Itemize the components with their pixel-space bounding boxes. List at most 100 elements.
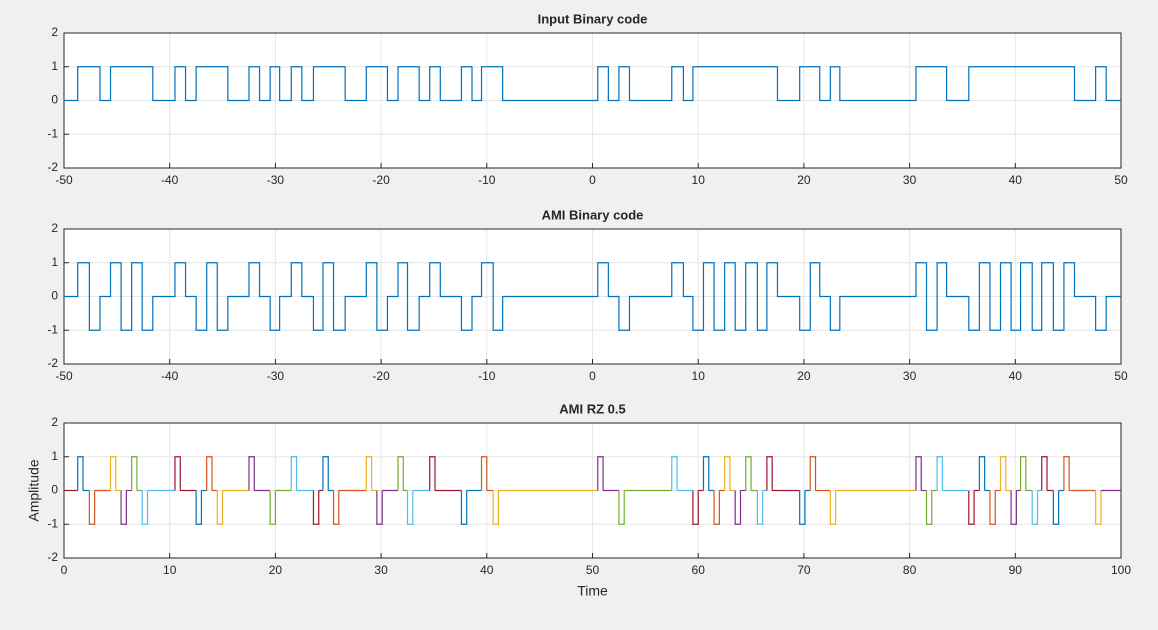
y-tick-label: -2: [47, 160, 58, 174]
pulse: [429, 456, 436, 491]
x-tick-label: 40: [1009, 173, 1023, 187]
y-tick-label: 2: [51, 415, 58, 429]
pulse: [989, 490, 996, 525]
x-tick-label: -10: [478, 369, 496, 383]
pulse: [1010, 490, 1017, 525]
x-tick-label: 60: [692, 563, 706, 577]
pulse: [1019, 456, 1027, 491]
signal-line: [64, 66, 1121, 102]
pulse: [365, 456, 373, 491]
pulse: [968, 490, 975, 525]
pulse: [206, 456, 213, 491]
y-tick-label: 0: [51, 93, 58, 107]
x-tick-label: 100: [1111, 563, 1131, 577]
x-tick-label: 0: [589, 173, 596, 187]
x-tick-label: 20: [269, 563, 283, 577]
pulse: [724, 456, 731, 491]
x-tick-label: -40: [161, 173, 179, 187]
pulse: [1095, 490, 1102, 525]
x-tick-label: 50: [1114, 173, 1128, 187]
subplot-title: AMI RZ 0.5: [559, 401, 625, 416]
pulse: [1052, 490, 1060, 525]
pulse: [799, 490, 806, 525]
pulse: [460, 490, 468, 525]
pulse: [734, 490, 742, 525]
pulse: [88, 490, 96, 525]
pulse: [290, 456, 298, 491]
x-tick-label: 10: [692, 369, 706, 383]
x-tick-label: 20: [797, 173, 811, 187]
pulse: [480, 456, 488, 491]
y-tick-label: 2: [51, 25, 58, 39]
subplot-title: AMI Binary code: [542, 207, 644, 222]
pulse: [745, 456, 752, 491]
pulse: [376, 490, 383, 525]
y-axis-label: Amplitude: [26, 459, 42, 521]
x-tick-label: -50: [55, 173, 73, 187]
pulse: [692, 490, 699, 525]
y-tick-label: 0: [51, 483, 58, 497]
pulse: [1063, 456, 1070, 491]
y-tick-label: 2: [51, 221, 58, 235]
y-tick-label: 1: [51, 59, 58, 73]
x-tick-label: 30: [903, 369, 917, 383]
x-tick-label: -20: [372, 369, 390, 383]
pulse: [406, 490, 414, 525]
x-tick-label: 30: [903, 173, 917, 187]
x-tick-label: 10: [163, 563, 177, 577]
x-tick-label: 0: [61, 563, 68, 577]
pulse: [492, 490, 500, 525]
x-tick-label: -10: [478, 173, 496, 187]
pulse: [829, 490, 837, 525]
x-tick-label: 10: [692, 173, 706, 187]
pulse: [597, 456, 604, 491]
pulse: [1041, 456, 1048, 491]
pulse: [195, 490, 203, 525]
x-tick-label: 40: [1009, 369, 1023, 383]
y-tick-label: -1: [47, 322, 58, 336]
pulse: [120, 490, 127, 525]
pulse: [248, 456, 255, 491]
pulse: [141, 490, 149, 525]
x-tick-label: -40: [161, 369, 179, 383]
pulse: [1031, 490, 1039, 525]
pulse: [131, 456, 138, 491]
x-tick-label: 50: [586, 563, 600, 577]
pulse: [915, 456, 922, 491]
y-tick-label: -1: [47, 126, 58, 140]
x-tick-label: 90: [1009, 563, 1023, 577]
y-tick-label: -1: [47, 516, 58, 530]
x-tick-label: 80: [903, 563, 917, 577]
pulse: [397, 456, 404, 491]
x-tick-label: 20: [797, 369, 811, 383]
y-tick-label: 0: [51, 289, 58, 303]
pulse: [702, 456, 710, 491]
signal-line: [64, 262, 1121, 331]
x-tick-label: 70: [797, 563, 811, 577]
pulse: [809, 456, 817, 491]
pulse: [756, 490, 764, 525]
x-axis-label: Time: [577, 583, 608, 599]
pulse: [925, 490, 933, 525]
pulse: [322, 456, 329, 491]
pulse: [766, 456, 773, 491]
pulse: [312, 490, 320, 525]
pulse: [713, 490, 720, 525]
pulse: [174, 456, 181, 491]
pulse: [216, 490, 224, 525]
y-tick-label: 1: [51, 449, 58, 463]
x-tick-label: 30: [374, 563, 388, 577]
pulse: [999, 456, 1007, 491]
x-tick-label: -30: [267, 173, 285, 187]
pulse: [671, 456, 678, 491]
x-tick-label: 0: [589, 369, 596, 383]
y-tick-label: 1: [51, 255, 58, 269]
pulse: [77, 456, 84, 491]
pulse: [978, 456, 986, 491]
axes: 0 10 20 30 40 50 60 70 80 90 100 -2 -1 0 1 2 AMI RZ 0.5 T…: [26, 401, 1132, 598]
pulse: [269, 490, 276, 525]
y-tick-label: -2: [47, 356, 58, 370]
